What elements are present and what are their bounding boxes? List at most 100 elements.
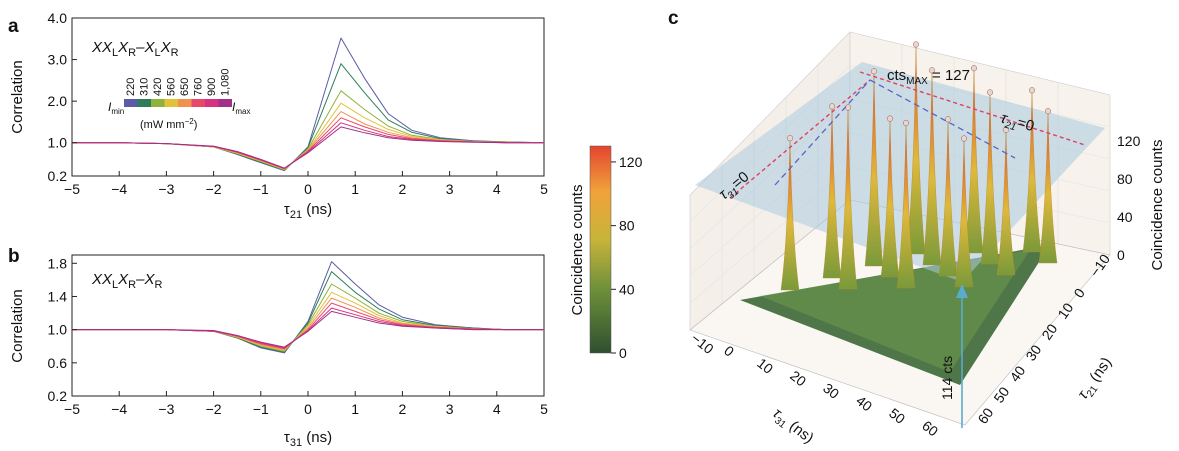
legend-swatch (178, 99, 192, 107)
colorbar-tick-label: 40 (619, 281, 635, 297)
z-tick-label: 40 (1117, 209, 1133, 225)
panel-b-ylabel: Correlation (9, 289, 26, 362)
a-xtick-label: 2 (399, 181, 407, 197)
colorbar-tick-label: 80 (619, 218, 635, 234)
a-xtick-label: −2 (206, 181, 222, 197)
panel-label-a: a (8, 16, 19, 37)
colorbar: 0 40 80 120 Coincidence counts (569, 145, 643, 361)
a-xtick-label: −4 (111, 181, 127, 197)
tau31-tick-label: 50 (886, 405, 908, 427)
peak-marker (786, 135, 794, 142)
z-axis-label: Coincidence counts (1149, 140, 1166, 271)
b-xtick-label: 4 (493, 401, 501, 417)
peak-marker (1028, 87, 1036, 94)
legend-value: 420 (152, 78, 164, 96)
tau31-tick-label: 60 (919, 417, 941, 439)
b-xtick-label: 5 (540, 401, 548, 417)
tau31-tick-label: 40 (853, 392, 875, 414)
plane-count-label: 114 cts (939, 356, 955, 400)
legend-max-label: Imax (232, 100, 250, 116)
legend-swatch (205, 99, 219, 107)
legend-value: 650 (179, 78, 191, 96)
a-series-line-7 (72, 126, 544, 169)
a-ytick-label: 0.2 (48, 168, 68, 184)
a-ytick-label: 2.0 (48, 93, 68, 109)
legend-swatch (124, 99, 138, 107)
peak-marker (844, 104, 852, 111)
b-xtick-label: 1 (351, 401, 359, 417)
panel-b-y-ticks: 0.2 0.6 1.0 1.4 1.8 (48, 255, 77, 404)
panel-a-y-ticks: 0.2 1.0 2.0 3.0 4.0 (48, 10, 77, 184)
panel-a-x-ticks: −5 −4 −3 −2 −1 0 1 2 3 4 5 (64, 171, 548, 197)
b-ytick-label: 1.4 (48, 288, 68, 304)
panel-a-xlabel: τ21 (ns) (284, 201, 332, 221)
legend-value: 220 (125, 78, 137, 96)
panel-a-series-group (72, 37, 545, 172)
legend-unit-label: (mW mm−2) (140, 117, 197, 131)
z-tick-label: 120 (1117, 133, 1141, 149)
tau21-zero-line (859, 71, 1086, 146)
legend-swatch (137, 99, 151, 107)
peak-marker (944, 116, 952, 123)
peak-group (780, 41, 1058, 291)
a-xtick-label: 0 (304, 181, 312, 197)
colorbar-ticks: 0 40 80 120 (611, 154, 643, 361)
a-ytick-label: 1.0 (48, 135, 68, 151)
peak-marker (928, 67, 936, 74)
legend-swatch (191, 99, 205, 107)
b-xtick-label: −4 (111, 401, 127, 417)
legend-value: 760 (193, 78, 205, 96)
tau31-zero-line (729, 79, 871, 199)
b-series-line-2 (72, 283, 544, 352)
panel-a-title: XXLXR–XLXR (91, 39, 179, 59)
b-xtick-label: 0 (304, 401, 312, 417)
tau31-tick-label: 30 (820, 380, 842, 402)
peak-marker (1044, 108, 1052, 115)
legend-swatch (218, 99, 232, 107)
colorbar-tick-label: 0 (619, 345, 627, 361)
b-xtick-label: −3 (158, 401, 174, 417)
a-ytick-label: 4.0 (48, 10, 68, 26)
b-series-line-7 (72, 310, 544, 348)
max-count-annotation: ctsMAX = 127 (887, 67, 970, 87)
colorbar-label: Coincidence counts (569, 185, 586, 316)
b-xtick-label: −5 (64, 401, 80, 417)
panel-b-xlabel: τ31 (ns) (284, 429, 332, 449)
legend-swatch (164, 99, 178, 107)
z-axis-ticks: 0 40 80 120 (1117, 133, 1141, 263)
peak-marker (912, 41, 920, 48)
a-xtick-label: 3 (446, 181, 454, 197)
b-xtick-label: 3 (446, 401, 454, 417)
b-ytick-label: 0.2 (48, 388, 68, 404)
a-ytick-label: 3.0 (48, 52, 68, 68)
peak-marker (828, 103, 836, 110)
panel-b-series-group (72, 261, 544, 354)
panel-b-title: XXLXR–XR (91, 271, 162, 291)
colorbar-gradient (589, 145, 612, 354)
b-ytick-label: 1.0 (48, 322, 68, 338)
legend-min-label: Imin (108, 100, 124, 116)
panel-c-3d-plot: ctsMAX = 127 τ21=0 τ31=0 114 cts 0408012… (688, 31, 1166, 447)
panel-b-chart: 0.2 0.6 1.0 1.4 1.8 −5 −4 −3 −2 −1 0 1 2 3 4 5 Correla… (9, 254, 548, 449)
peak-marker (970, 65, 978, 72)
peak-marker (1002, 126, 1010, 133)
peak-marker (960, 135, 968, 142)
b-ytick-label: 0.6 (48, 355, 68, 371)
a-xtick-label: −3 (158, 181, 174, 197)
z-tick-label: 80 (1117, 171, 1133, 187)
legend-value: 310 (139, 78, 151, 96)
diagonal-line-2 (774, 79, 871, 186)
panel-label-b: b (8, 246, 20, 267)
b-xtick-label: 2 (399, 401, 407, 417)
peak-marker (986, 89, 994, 96)
diagonal-line-1 (869, 79, 1016, 159)
peak-marker (870, 68, 878, 75)
b-xtick-label: −2 (206, 401, 222, 417)
tau31-tick-label: 0 (721, 342, 737, 360)
tau31-tick-label: 20 (787, 367, 809, 389)
tau21-axis-label: τ21 (ns) (1074, 354, 1117, 404)
tau21-zero-label: τ21=0 (998, 110, 1036, 139)
a-xtick-label: −5 (64, 181, 80, 197)
plane-arrow-head (956, 284, 968, 298)
